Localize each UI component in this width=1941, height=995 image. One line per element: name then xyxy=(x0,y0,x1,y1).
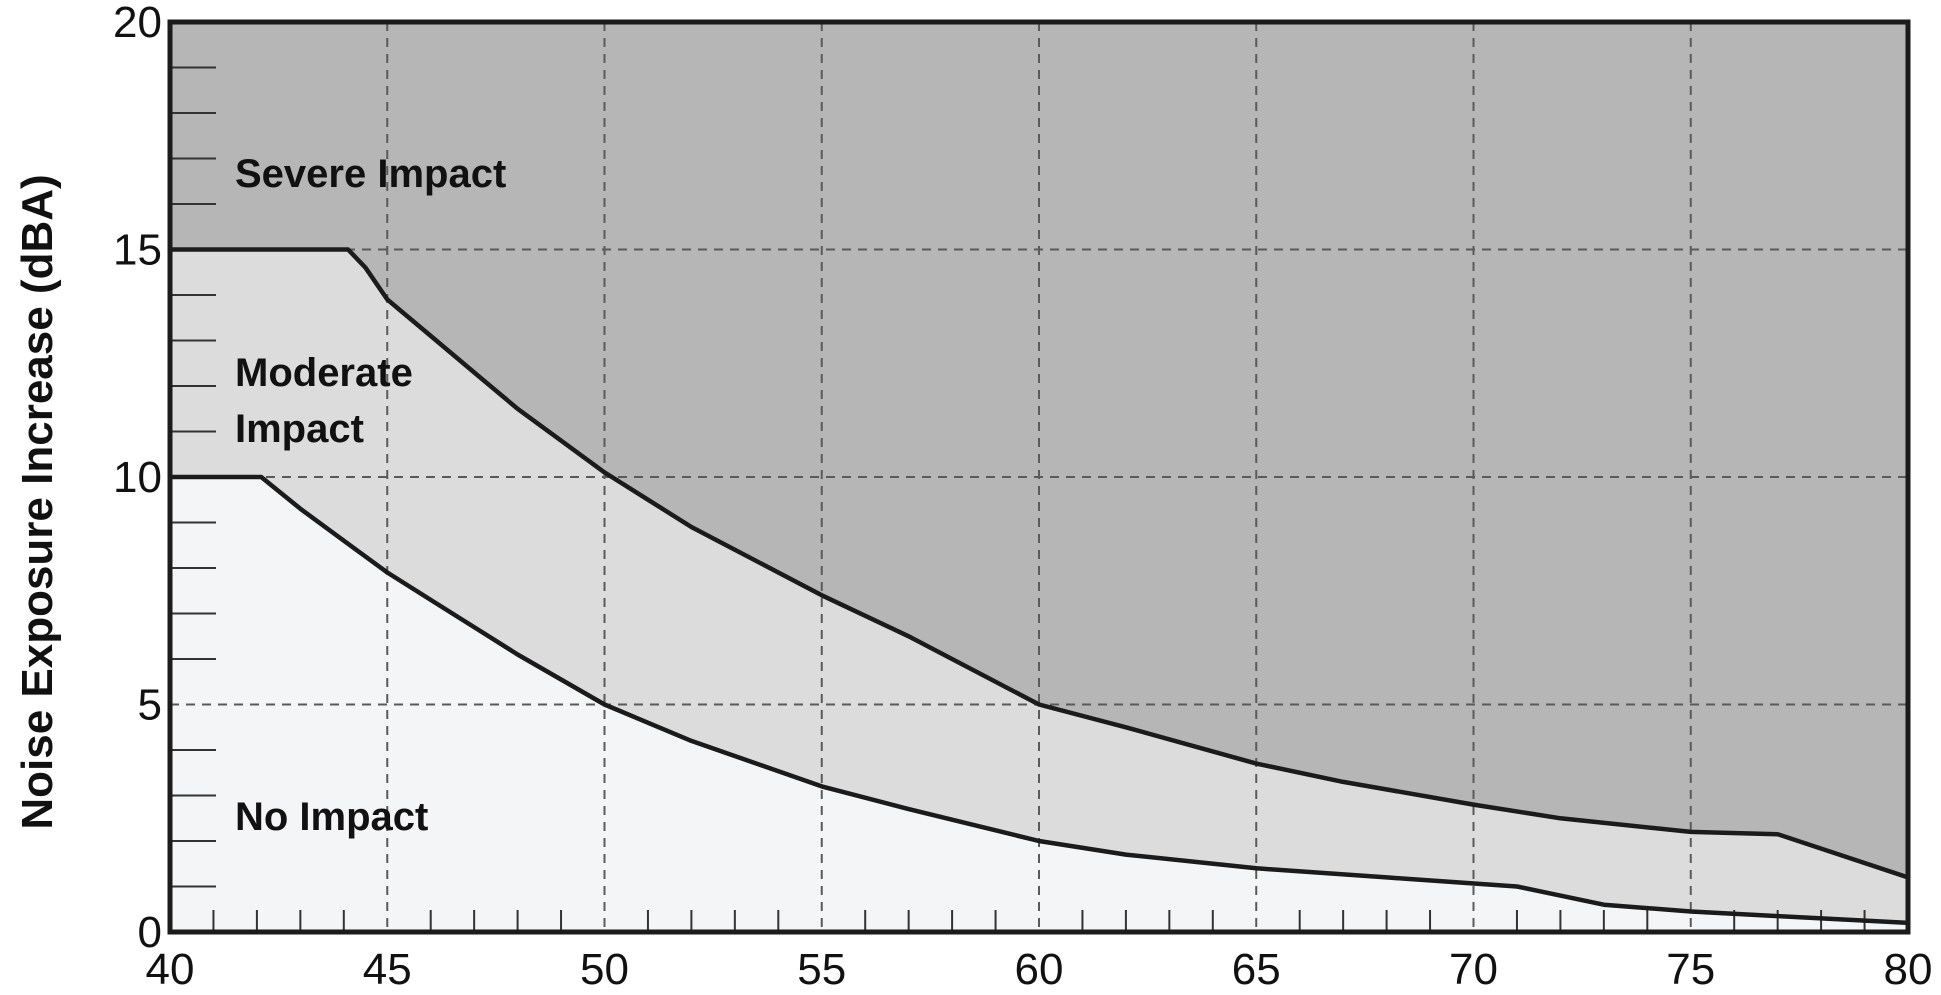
grid-lines xyxy=(170,22,1908,932)
plot-frame xyxy=(167,19,1911,935)
x-tick-label: 50 xyxy=(580,945,629,994)
x-axis-tick-labels: 40 45 50 55 60 65 70 75 80 xyxy=(146,945,1933,994)
plot-area xyxy=(167,19,1911,935)
y-axis-title: Noise Exposure Increase (dBA) xyxy=(13,174,62,829)
x-tick-label: 55 xyxy=(797,945,846,994)
x-tick-label: 80 xyxy=(1884,945,1933,994)
no-impact-region xyxy=(170,477,1908,932)
moderate-impact-threshold-line xyxy=(170,474,1909,926)
severe-impact-label: Severe Impact xyxy=(235,152,506,196)
moderate-impact-label-line2: Impact xyxy=(235,407,364,451)
minor-ticks xyxy=(170,66,1866,932)
x-tick-label: 45 xyxy=(363,945,412,994)
y-tick-label: 0 xyxy=(138,908,162,957)
y-tick-label: 5 xyxy=(138,681,162,730)
y-tick-label: 20 xyxy=(113,0,162,47)
x-tick-label: 70 xyxy=(1449,945,1498,994)
y-tick-label: 15 xyxy=(113,226,162,275)
moderate-impact-label: Moderate Impact xyxy=(235,351,424,451)
x-tick-label: 65 xyxy=(1232,945,1281,994)
severe-impact-threshold-line xyxy=(170,247,1909,880)
x-tick-label: 60 xyxy=(1015,945,1064,994)
x-tick-label: 40 xyxy=(146,945,195,994)
x-tick-label: 75 xyxy=(1666,945,1715,994)
no-impact-label: No Impact xyxy=(235,795,428,839)
y-axis-tick-labels: 0 5 10 15 20 xyxy=(113,0,162,957)
moderate-impact-label-line1: Moderate xyxy=(235,351,413,395)
region-labels: Severe Impact Moderate Impact No Impact xyxy=(235,152,506,839)
y-tick-label: 10 xyxy=(113,453,162,502)
